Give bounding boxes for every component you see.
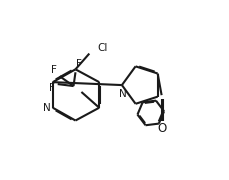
- Text: O: O: [156, 122, 166, 135]
- Text: Cl: Cl: [97, 43, 107, 53]
- Text: F: F: [76, 59, 82, 69]
- Text: N: N: [119, 89, 126, 99]
- Text: F: F: [51, 65, 56, 75]
- Text: F: F: [49, 83, 55, 93]
- Text: N: N: [43, 103, 50, 113]
